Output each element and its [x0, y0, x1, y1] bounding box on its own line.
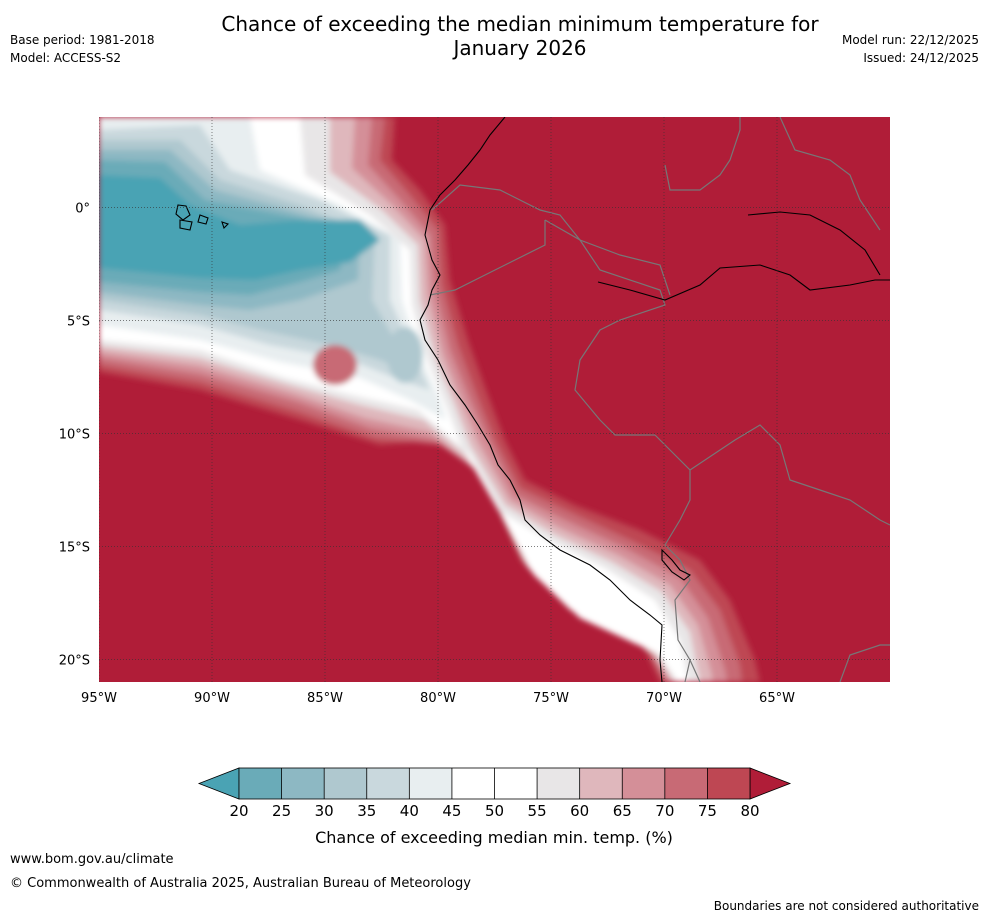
latitude-label: 5°S [67, 314, 90, 329]
colorbar-tick-label: 45 [442, 802, 461, 820]
colorbar-segment [409, 768, 452, 799]
colorbar-segment [579, 768, 623, 799]
colorbar-segment [494, 768, 538, 799]
colorbar-segment [707, 768, 750, 799]
colorbar: 20 25 30 35 40 45 50 55 60 65 70 75 80 [197, 767, 792, 820]
colorbar-tick-label: 65 [613, 802, 632, 820]
galapagos-3 [197, 214, 209, 225]
longitude-label: 80°W [420, 691, 456, 706]
colorbar-segment [451, 768, 495, 799]
longitude-label: 90°W [194, 691, 230, 706]
colorbar-tick-label: 40 [400, 802, 419, 820]
lake-titicaca [661, 548, 691, 581]
colorbar-tick-label: 55 [528, 802, 547, 820]
latitude-label: 0° [75, 201, 90, 216]
meta-left: Base period: 1981-2018 Model: ACCESS-S2 [10, 31, 155, 67]
latitude-label: 10°S [59, 427, 90, 442]
longitude-labels: 95°W 90°W 85°W 80°W 75°W 70°W 65°W [81, 691, 795, 706]
colorbar-tick-label: 80 [740, 802, 759, 820]
colorbar-arrow-high [749, 767, 792, 800]
colorbar-tick-label: 75 [698, 802, 717, 820]
colorbar-title: Chance of exceeding median min. temp. (%… [315, 828, 673, 847]
graticule-line-group [99, 117, 890, 682]
colorbar-tick-label: 70 [655, 802, 674, 820]
colorbar-segment [239, 768, 282, 799]
colorbar-segment [324, 768, 367, 799]
longitude-label: 65°W [759, 691, 795, 706]
issued-date: Issued: 24/12/2025 [863, 51, 979, 65]
colorbar-segment [366, 768, 410, 799]
band-below-20 [99, 175, 380, 280]
footer-website[interactable]: www.bom.gov.au/climate [10, 852, 174, 867]
footer-copyright: © Commonwealth of Australia 2025, Austra… [10, 876, 471, 891]
longitude-label: 85°W [307, 691, 343, 706]
colorbar-tick-label: 35 [357, 802, 376, 820]
colorbar-arrow-low [197, 767, 240, 800]
map-area [99, 117, 890, 682]
colorbar-segment [537, 768, 580, 799]
longitude-label: 70°W [646, 691, 682, 706]
colorbar-tick-label: 60 [570, 802, 589, 820]
colorbar-segment [281, 768, 325, 799]
longitude-label: 95°W [81, 691, 117, 706]
colorbar-tick-label: 20 [229, 802, 248, 820]
pacific-coastline [419, 117, 663, 682]
map-title-line-2: January 2026 [453, 36, 587, 60]
patch-low-coastal [387, 327, 423, 383]
galapagos-1 [175, 204, 191, 221]
colorbar-segment [622, 768, 665, 799]
patch-high-offshore [313, 345, 357, 385]
amazon-river [597, 264, 890, 301]
base-period: Base period: 1981-2018 [10, 33, 155, 47]
coastlines [175, 117, 890, 682]
colorbar-tick-label: 50 [485, 802, 504, 820]
probability-field [99, 117, 760, 682]
galapagos-2 [179, 219, 193, 231]
country-boundaries [429, 117, 890, 682]
colorbar-segment [664, 768, 708, 799]
galapagos-4 [221, 221, 230, 230]
model-name: Model: ACCESS-S2 [10, 51, 122, 65]
negro-river [747, 211, 881, 276]
map-title: Chance of exceeding the median minimum t… [180, 12, 860, 60]
boundary-bolivia-brazil [689, 424, 890, 526]
latitude-label: 15°S [59, 540, 90, 555]
model-run: Model run: 22/12/2025 [841, 33, 979, 47]
boundary-paraguay [839, 644, 890, 682]
boundary-colombia-ecuador [431, 184, 671, 296]
longitude-label: 75°W [533, 691, 569, 706]
boundary-ecuador-peru [429, 220, 546, 296]
boundary-colombia-brazil [544, 219, 666, 436]
latitude-label: 20°S [59, 653, 90, 668]
colorbar-tick-label: 30 [315, 802, 334, 820]
map-title-line-1: Chance of exceeding the median minimum t… [221, 12, 819, 36]
boundary-guiana [779, 117, 881, 231]
meta-right: Model run: 22/12/2025 Issued: 24/12/2025 [842, 31, 979, 67]
boundary-chile-argentina [689, 659, 701, 682]
boundary-peru-brazil [654, 434, 691, 546]
footer-disclaimer: Boundaries are not considered authoritat… [713, 899, 979, 913]
latitude-labels: 0° 5°S 10°S 15°S 20°S [59, 201, 90, 668]
boundary-colombia-venezuela [664, 117, 741, 191]
colorbar-tick-label: 25 [272, 802, 291, 820]
